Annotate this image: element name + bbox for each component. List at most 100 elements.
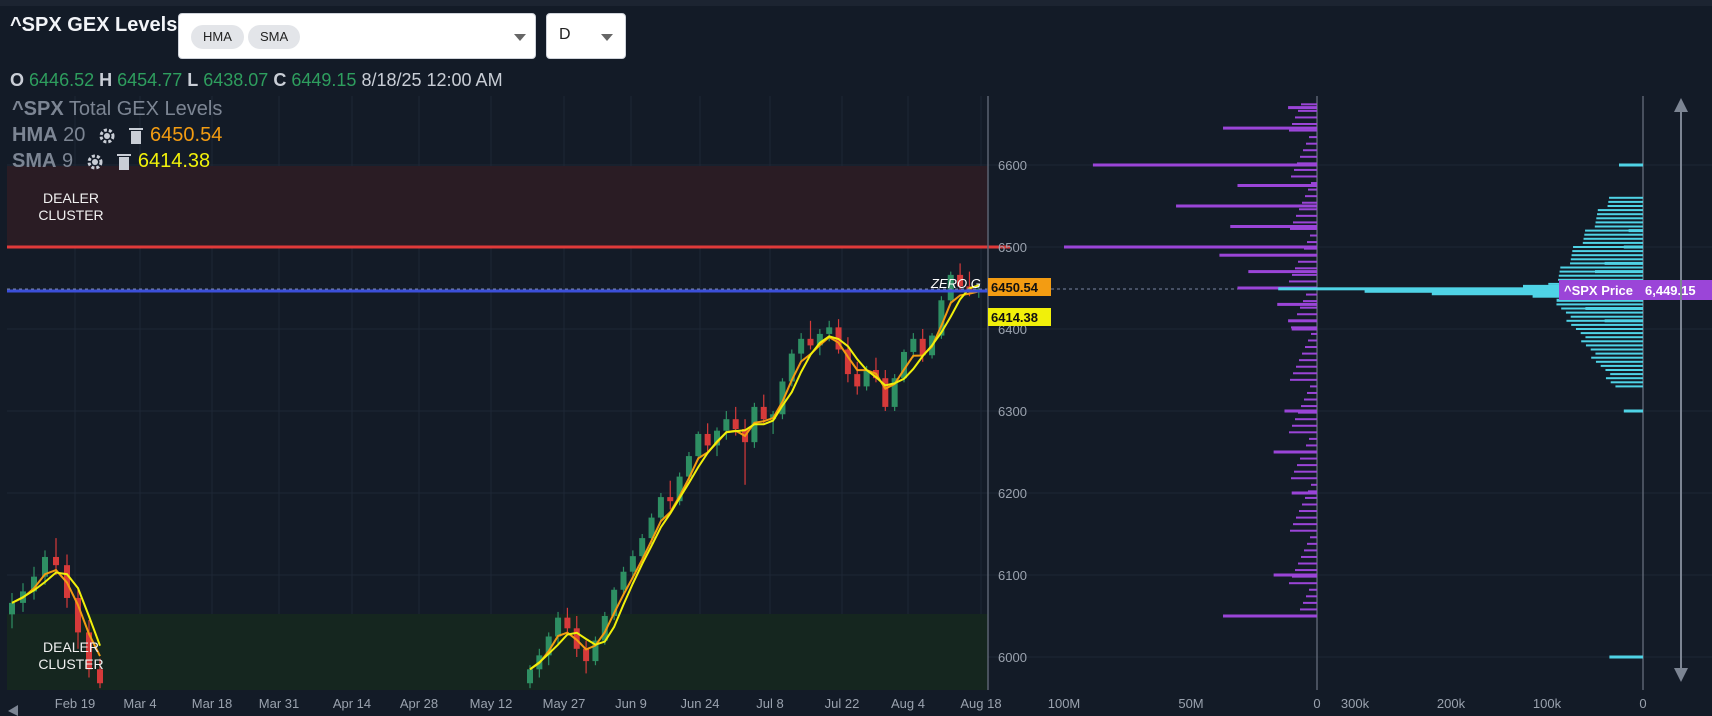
y-tick-label: 6300 xyxy=(998,404,1027,419)
open-value: 6446.52 xyxy=(29,70,95,90)
indicator-select[interactable]: HMA SMA xyxy=(178,13,536,59)
close-value: 6449.15 xyxy=(291,70,357,90)
volume-bar xyxy=(1364,289,1643,293)
gex-bar xyxy=(1303,451,1317,453)
high-label: H xyxy=(99,70,113,90)
sma-label: SMA xyxy=(12,150,57,172)
gex-bar xyxy=(1310,234,1317,237)
page-title: ^SPX GEX Levels xyxy=(10,14,178,36)
candle-body xyxy=(42,556,48,577)
candle-body xyxy=(863,370,870,387)
candle-body xyxy=(583,648,590,662)
timeframe-select[interactable]: D xyxy=(546,13,626,59)
candle-body xyxy=(882,378,889,407)
gex-bar xyxy=(1309,588,1317,591)
trash-icon[interactable] xyxy=(116,152,132,172)
volume-bar xyxy=(1595,352,1643,355)
gex-bar xyxy=(1223,126,1317,130)
gex-bar xyxy=(1304,549,1317,552)
scroll-down-icon[interactable] xyxy=(1674,668,1688,682)
gex-bar xyxy=(1292,273,1317,276)
gex-bar xyxy=(1288,106,1317,110)
volume-bar xyxy=(1610,381,1643,384)
gear-icon[interactable] xyxy=(97,126,117,146)
chevron-down-icon[interactable] xyxy=(514,34,526,41)
scroll-up-icon[interactable] xyxy=(1674,98,1688,112)
candle-body xyxy=(816,333,823,346)
volume-bar xyxy=(1591,356,1643,359)
gex-bar xyxy=(1306,142,1317,145)
gex-bar xyxy=(1289,431,1317,434)
gex-bar xyxy=(1297,313,1317,316)
gex-bar xyxy=(1295,267,1317,270)
hma-price-tag xyxy=(988,278,1051,296)
gex-bar xyxy=(1306,293,1317,296)
volume-bar xyxy=(1609,655,1643,659)
gex-bar xyxy=(1298,260,1317,263)
gex-bar xyxy=(1291,326,1317,329)
gex-bar xyxy=(1306,444,1317,447)
gear-icon[interactable] xyxy=(85,152,105,172)
sma-price-tag-text: 6414.38 xyxy=(991,310,1038,325)
x-tick-label: Jun 24 xyxy=(680,696,719,711)
candle-body xyxy=(601,616,608,641)
volume-bar xyxy=(1558,278,1643,281)
trash-icon[interactable] xyxy=(128,126,144,146)
volume-bar xyxy=(1590,348,1643,351)
high-value: 6454.77 xyxy=(117,70,183,90)
gex-bar xyxy=(1307,241,1317,244)
gex-bar xyxy=(1176,204,1317,208)
spx-price-tag-label: ^SPX Price xyxy=(1564,283,1633,298)
chevron-down-icon[interactable] xyxy=(601,34,613,41)
close-label: C xyxy=(273,70,287,90)
indicator-chip-sma[interactable]: SMA xyxy=(248,25,301,49)
gex-bar xyxy=(1284,409,1317,413)
hma-legend: HMA 20 6450.54 xyxy=(12,124,222,147)
gex-bar xyxy=(1219,253,1317,257)
hma-price-tag-text: 6450.54 xyxy=(991,280,1039,295)
indicator-chip-hma[interactable]: HMA xyxy=(191,25,244,49)
volume-bar xyxy=(1584,233,1643,236)
volume-bar xyxy=(1580,332,1643,335)
gex-bar xyxy=(1301,254,1317,257)
x-tick-label: Mar 18 xyxy=(192,696,232,711)
y-tick-label: 6000 xyxy=(998,650,1027,665)
candle-body xyxy=(947,274,954,301)
candle-body xyxy=(676,476,683,502)
gex-bar xyxy=(1299,208,1317,211)
x-tick-label: Mar 31 xyxy=(259,696,299,711)
gex-bar xyxy=(1294,168,1317,171)
scroll-left-icon[interactable] xyxy=(8,705,18,716)
y-tick-label: 6600 xyxy=(998,158,1027,173)
volume-bar xyxy=(1572,250,1643,253)
gex-bar xyxy=(1307,542,1317,545)
candle-body xyxy=(714,430,720,446)
volume-bar xyxy=(1575,328,1643,330)
volume-bar xyxy=(1561,307,1643,310)
volume-bar xyxy=(1595,221,1643,224)
volume-bar xyxy=(1600,364,1643,367)
hma-line xyxy=(529,290,980,671)
candle-body xyxy=(620,571,627,590)
gex-bar xyxy=(1303,300,1317,303)
gex-bar xyxy=(1311,332,1317,335)
candle-body xyxy=(938,300,945,336)
gex-tick-label: 0 xyxy=(1313,696,1320,711)
gex-bar xyxy=(1301,405,1317,408)
sma-price-tag xyxy=(988,308,1051,326)
candle-body xyxy=(86,632,92,670)
candle-body xyxy=(854,374,861,387)
volume-bar xyxy=(1623,409,1643,413)
volume-bar xyxy=(1608,200,1643,203)
gex-bar xyxy=(1248,270,1317,274)
x-tick-label: Aug 18 xyxy=(960,696,1001,711)
low-value: 6438.07 xyxy=(203,70,269,90)
gex-bar xyxy=(1297,162,1317,165)
volume-bar xyxy=(1594,225,1643,228)
gex-bar xyxy=(1302,201,1317,204)
candle-body xyxy=(648,517,655,539)
gex-bar xyxy=(1302,352,1317,355)
gex-bar xyxy=(1311,483,1317,486)
gex-bar xyxy=(1237,286,1317,290)
